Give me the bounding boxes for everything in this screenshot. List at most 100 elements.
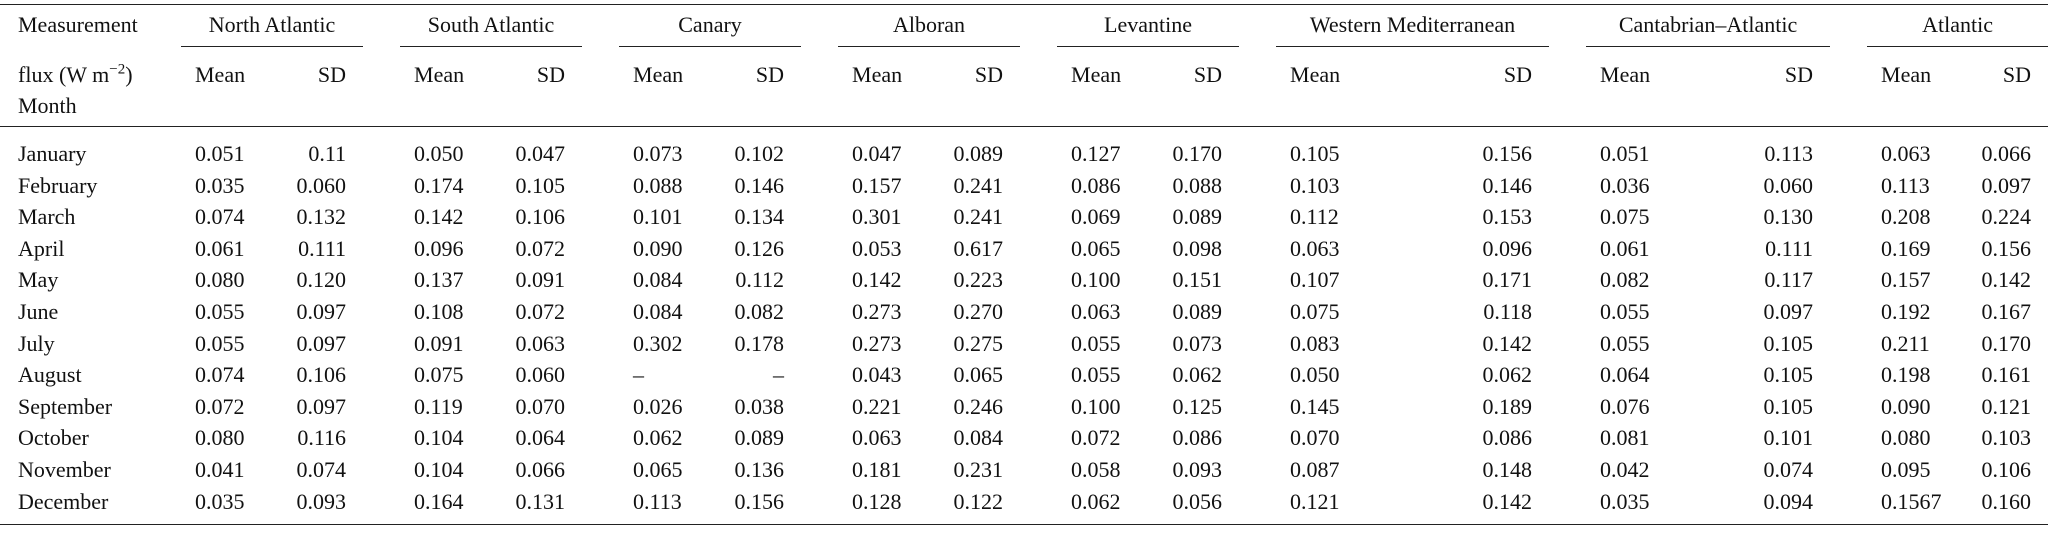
mean-value: 0.107 <box>1290 267 1340 293</box>
gap <box>1830 454 1867 486</box>
gap <box>1549 296 1586 328</box>
month: September <box>18 393 113 419</box>
month: June <box>18 298 59 324</box>
gap <box>1830 328 1867 360</box>
sd-value: 0.118 <box>1483 298 1533 324</box>
mean-value: 0.074 <box>195 362 245 388</box>
mean-value: 0.061 <box>195 235 245 261</box>
sd-value: 0.088 <box>1172 172 1223 198</box>
sd-value: 0.062 <box>1482 362 1533 388</box>
gap <box>582 170 619 202</box>
sd-value: 0.130 <box>1763 204 1814 230</box>
sd-label: SD <box>272 47 364 127</box>
gap <box>1020 5 1057 47</box>
gap <box>1239 454 1276 486</box>
gap <box>363 359 400 391</box>
sd-value: 0.146 <box>1482 172 1533 198</box>
sd-value: 0.241 <box>953 172 1004 198</box>
gap <box>1549 5 1586 47</box>
sd-value: 0.086 <box>1172 425 1223 451</box>
mean-value: 0.090 <box>633 235 683 261</box>
gap <box>582 127 619 170</box>
gap <box>801 127 838 170</box>
gap <box>801 328 838 360</box>
sd-value: 0.070 <box>515 393 566 419</box>
gap <box>801 454 838 486</box>
mean-value: 0.080 <box>195 425 245 451</box>
sd-value: 0.094 <box>1763 488 1814 514</box>
gap <box>801 47 839 127</box>
sd-value: 0.617 <box>953 235 1004 261</box>
gap <box>1020 170 1057 202</box>
gap <box>1549 264 1586 296</box>
data-row: December 0.035 0.093 0.164 0.131 0.113 0.156 0.… <box>0 486 2048 525</box>
mean-value: 0.086 <box>1071 172 1121 198</box>
mean-value: 0.042 <box>1600 456 1650 482</box>
mean-value: 0.301 <box>852 204 902 230</box>
sd-value: 0.156 <box>1482 141 1533 166</box>
sd-value: 0.096 <box>1482 235 1533 261</box>
data-row: March 0.074 0.132 0.142 0.106 0.101 0.134 0.301… <box>0 201 2048 233</box>
data-row: April 0.061 0.111 0.096 0.072 0.090 0.126 0.053… <box>0 233 2048 265</box>
mean-value: 0.062 <box>1071 488 1121 514</box>
sd-value: 0.066 <box>1981 141 2032 166</box>
sd-value: – <box>773 362 785 388</box>
mean-value: 0.063 <box>852 425 902 451</box>
month: February <box>18 172 98 198</box>
mean-value: 0.142 <box>414 204 464 230</box>
sd-value: 0.106 <box>296 362 347 388</box>
region-name: Cantabrian–Atlantic <box>1586 5 1831 47</box>
mean-value: 0.055 <box>1071 362 1121 388</box>
mean-value: 0.095 <box>1881 456 1931 482</box>
mean-value: 0.035 <box>195 172 245 198</box>
mean-value: 0.128 <box>852 488 902 514</box>
sd-value: 0.105 <box>1763 330 1814 356</box>
data-row: September 0.072 0.097 0.119 0.070 0.026 0.038 0… <box>0 391 2048 423</box>
gap <box>1020 359 1057 391</box>
month: April <box>18 235 65 261</box>
mean-value: 0.090 <box>1881 393 1931 419</box>
gap <box>1239 47 1277 127</box>
sd-value: 0.160 <box>1981 488 2032 514</box>
mean-value: 0.055 <box>1600 330 1650 356</box>
gap <box>1549 454 1586 486</box>
gap <box>582 233 619 265</box>
gap <box>582 264 619 296</box>
sd-value: 0.120 <box>296 267 347 293</box>
mean-value: 0.083 <box>1290 330 1340 356</box>
data-table: Measurement North Atlantic South Atlantic C… <box>0 4 2049 526</box>
data-row: August 0.074 0.106 0.075 0.060 – – 0.043 0.065 0.… <box>0 359 2048 391</box>
mean-value: 0.192 <box>1881 298 1931 324</box>
sd-value: 0.151 <box>1172 267 1223 293</box>
mean-value: 0.035 <box>195 488 245 514</box>
mean-label: Mean <box>181 47 272 127</box>
mean-value: 0.1567 <box>1881 488 1942 514</box>
sd-value: 0.142 <box>1981 267 2032 293</box>
month: July <box>18 330 55 356</box>
mean-value: 0.055 <box>195 330 245 356</box>
mean-value: 0.164 <box>414 488 464 514</box>
table-body: January 0.051 0.11 0.050 0.047 0.073 0.102 0.04… <box>0 127 2048 524</box>
mean-value: 0.157 <box>852 172 902 198</box>
sd-value: 0.097 <box>296 330 347 356</box>
sd-value: 0.101 <box>1763 425 1814 451</box>
page: Measurement North Atlantic South Atlantic C… <box>0 4 2067 534</box>
gap <box>1549 486 1586 525</box>
mean-value: 0.065 <box>1071 235 1121 261</box>
sd-value: 0.171 <box>1482 267 1533 293</box>
mean-label: Mean <box>1867 47 1958 127</box>
data-row: November 0.041 0.074 0.104 0.066 0.065 0.136 0.… <box>0 454 2048 486</box>
gap <box>363 454 400 486</box>
month: November <box>18 456 111 482</box>
mean-value: 0.119 <box>414 393 463 419</box>
sd-value: 0.038 <box>734 393 785 419</box>
sd-value: 0.122 <box>953 488 1004 514</box>
unit-part: flux (W m <box>18 62 110 87</box>
region-name: Canary <box>619 5 802 47</box>
region-name: Levantine <box>1057 5 1240 47</box>
gap <box>1830 296 1867 328</box>
sd-value: 0.097 <box>1981 172 2032 198</box>
mean-value: 0.145 <box>1290 393 1340 419</box>
mean-value: 0.087 <box>1290 456 1340 482</box>
gap <box>1549 359 1586 391</box>
